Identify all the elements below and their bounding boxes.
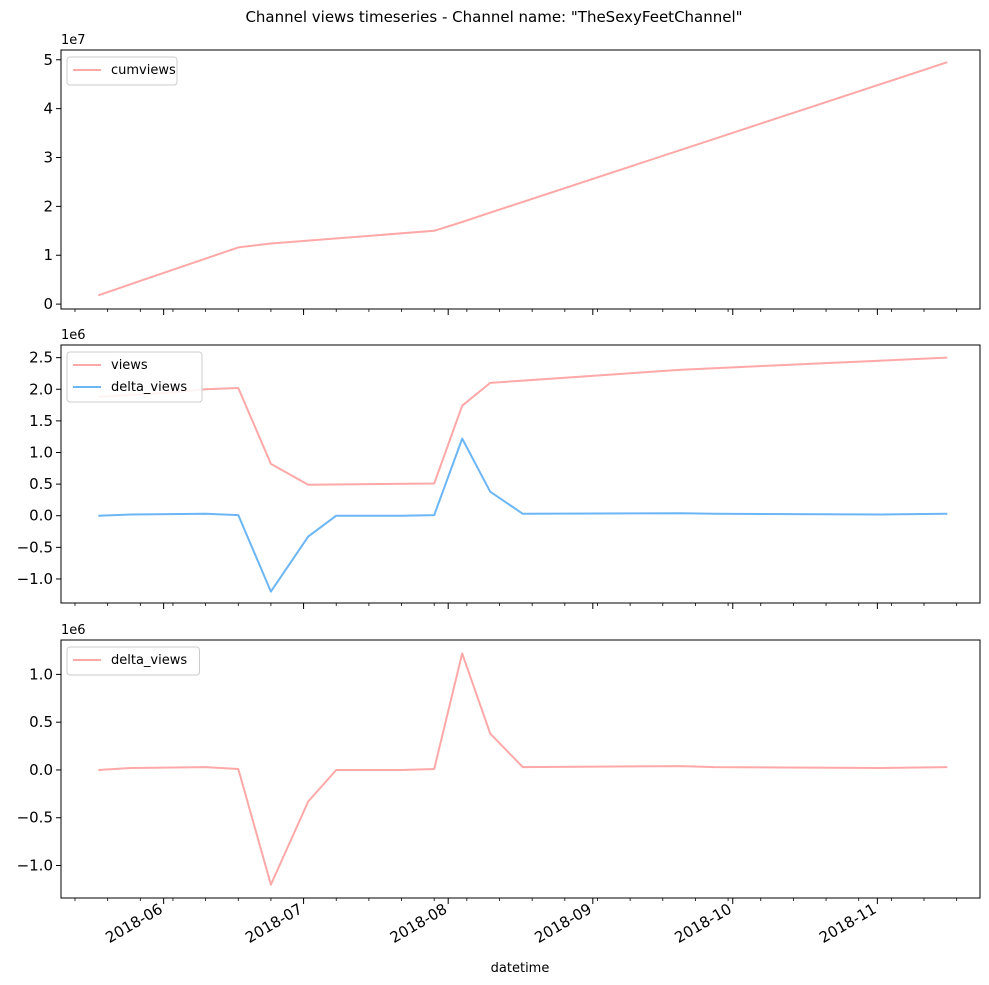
x-tick-label: 2018-09	[532, 900, 595, 947]
y-tick-label: 0.5	[29, 475, 53, 493]
legend-box	[66, 56, 178, 86]
legend: views delta_views	[66, 351, 203, 403]
subplot-3: −1.0 −0.5 0.0 0.5 1.0 1e6 delta_views	[17, 623, 981, 904]
legend-label: delta_views	[111, 653, 187, 668]
y-tick-label: −0.5	[17, 809, 53, 827]
y-scale-label: 1e7	[61, 33, 86, 48]
series-line-delta-views	[98, 437, 948, 593]
x-axis-label: datetime	[491, 961, 550, 976]
y-tick-label: 1.0	[29, 665, 53, 683]
y-tick-label: 2.0	[29, 380, 53, 398]
y-tick-label: 0.5	[29, 713, 53, 731]
axes-frame	[60, 344, 981, 604]
y-tick-label: −1.0	[17, 570, 53, 588]
y-tick-label: 4	[43, 100, 53, 118]
legend: cumviews	[66, 56, 178, 86]
series-line-cumviews	[97, 61, 948, 297]
y-scale-label: 1e6	[61, 328, 86, 343]
x-tick-label: 2018-08	[387, 900, 450, 947]
y-scale-label: 1e6	[61, 623, 86, 638]
y-tick-label: 1	[43, 246, 53, 264]
y-tick-label: 1.0	[29, 444, 53, 462]
subplot-2: −1.0 −0.5 0.0 0.5 1.0 1.5 2.0 2.5 1e6 views delta_…	[17, 328, 981, 609]
figure-title: Channel views timeseries - Channel name:…	[245, 8, 742, 26]
series-line-delta-views	[98, 652, 948, 886]
series-line-views	[98, 356, 948, 486]
legend-box	[66, 646, 200, 676]
y-tick-label: 1.5	[29, 412, 53, 430]
axes-frame	[60, 639, 981, 899]
legend-label: delta_views	[111, 380, 187, 395]
y-tick-label: −0.5	[17, 538, 53, 556]
axes-frame	[60, 49, 981, 310]
y-tick-label: 2	[43, 197, 53, 215]
x-tick-label: 2018-06	[102, 900, 165, 947]
x-tick-label: 2018-07	[242, 900, 305, 947]
y-tick-label: 2.5	[29, 349, 53, 367]
y-tick-label: 0.0	[29, 507, 53, 525]
legend-label: cumviews	[111, 63, 176, 78]
y-tick-label: 5	[43, 51, 53, 69]
subplot-1: 0 1 2 3 4 5 1e7 cumviews	[43, 33, 981, 315]
legend-label: views	[111, 358, 148, 373]
y-tick-label: 0	[43, 295, 53, 313]
y-tick-label: −1.0	[17, 857, 53, 875]
legend: delta_views	[66, 646, 200, 676]
x-tick-label: 2018-10	[671, 900, 734, 947]
y-tick-label: 3	[43, 149, 53, 167]
x-tick-label: 2018-11	[816, 900, 879, 947]
y-tick-label: 0.0	[29, 761, 53, 779]
